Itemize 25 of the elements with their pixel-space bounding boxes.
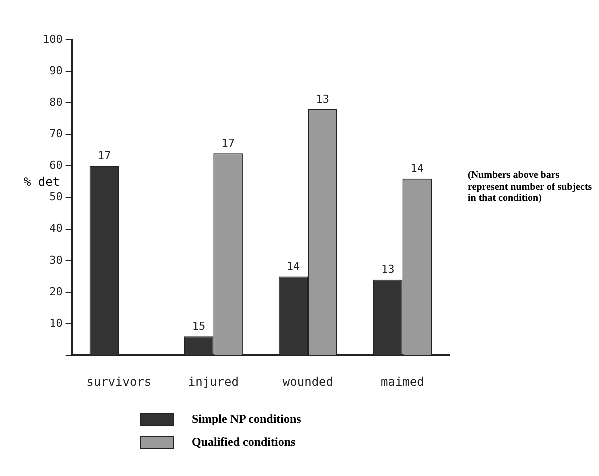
x-tick-label: maimed: [381, 374, 424, 389]
y-tick-label: 10: [50, 316, 63, 330]
y-tick-label: 80: [50, 96, 63, 109]
text: (Numbers above bars represent number of subjects in that condition): [468, 170, 593, 204]
annotation: 13: [381, 263, 395, 276]
y-tick-label: 70: [50, 128, 63, 141]
y-tick-label: 20: [50, 285, 63, 298]
y-tick-label: 60: [50, 159, 63, 172]
annotation: 13: [316, 92, 330, 106]
annotation: 15: [192, 320, 206, 334]
annotation: 17: [98, 150, 112, 163]
y-tick-label: 30: [50, 254, 63, 267]
x-tick-label: survivors: [86, 374, 152, 389]
y-tick-label: 50: [50, 190, 63, 204]
x-tick-label: injured: [188, 374, 239, 389]
y-axis-title: % det: [22, 175, 62, 189]
y-tick-label: 100: [42, 32, 63, 46]
annotation: 14: [286, 260, 301, 274]
annotation: 17: [222, 136, 235, 150]
x-tick-label: wounded: [282, 374, 334, 389]
legend-label: Qualified conditions: [192, 435, 296, 450]
annotation: 14: [410, 162, 424, 176]
y-tick-label: 90: [50, 64, 63, 78]
y-tick-label: 40: [50, 222, 63, 236]
legend-label: Simple NP conditions: [192, 412, 302, 427]
